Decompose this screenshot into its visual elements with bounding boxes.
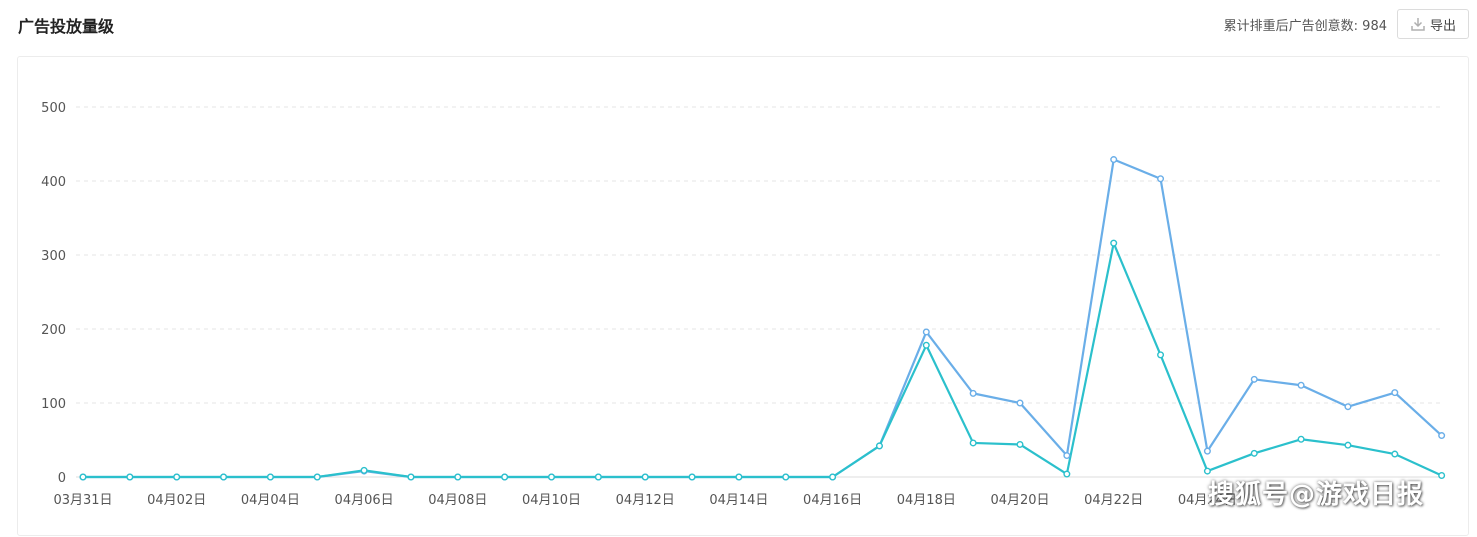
data-point-series-2[interactable] <box>1110 239 1118 247</box>
data-point-series-2[interactable] <box>79 473 87 481</box>
data-point-series-2[interactable] <box>1016 440 1024 448</box>
data-point-series-2[interactable] <box>454 473 462 481</box>
data-point-series-1[interactable] <box>1203 447 1211 455</box>
data-point-series-2[interactable] <box>126 473 134 481</box>
line-chart: 0 100 200 300 400 500 03月31日 04月02日 04月04日 04月06… <box>41 101 1446 508</box>
data-point-series-2[interactable] <box>1250 449 1258 457</box>
x-tick-label: 04月10日 <box>522 493 581 508</box>
series-line-2 <box>83 242 1443 479</box>
data-point-series-2[interactable] <box>501 473 509 481</box>
data-point-series-2[interactable] <box>1438 472 1446 480</box>
data-point-series-2[interactable] <box>360 466 368 474</box>
data-point-series-2[interactable] <box>173 473 181 481</box>
header-actions: 累计排重后广告创意数: 984 导出 <box>1224 9 1469 39</box>
y-tick-label: 200 <box>41 323 66 338</box>
data-point-series-1[interactable] <box>1438 432 1446 440</box>
data-point-series-2[interactable] <box>829 473 837 481</box>
x-tick-label: 04月14日 <box>709 493 768 508</box>
y-tick-label: 300 <box>41 249 66 264</box>
series-points <box>79 156 1446 481</box>
series-line-1 <box>83 158 1443 479</box>
page-title: 广告投放量级 <box>18 17 115 36</box>
data-point-series-2[interactable] <box>735 473 743 481</box>
x-tick-label: 04月20日 <box>990 493 1049 508</box>
x-tick-label: 04月24日 <box>1178 493 1237 508</box>
export-button[interactable]: 导出 <box>1396 9 1469 39</box>
data-point-series-2[interactable] <box>407 473 415 481</box>
y-tick-label: 400 <box>41 175 66 190</box>
chart-card: 0 100 200 300 400 500 03月31日 04月02日 04月04日 04月06… <box>17 56 1469 536</box>
x-tick-label: 04月08日 <box>428 493 487 508</box>
data-point-series-1[interactable] <box>1016 399 1024 407</box>
data-point-series-2[interactable] <box>1297 435 1305 443</box>
export-button-label: 导出 <box>1429 18 1456 34</box>
watermark: 搜狐号@游戏日报 <box>1208 480 1425 510</box>
data-point-series-2[interactable] <box>1157 351 1165 359</box>
data-point-series-1[interactable] <box>1344 403 1352 411</box>
y-tick-label: 100 <box>41 397 66 412</box>
data-point-series-1[interactable] <box>922 328 930 336</box>
series-lines <box>83 158 1443 479</box>
x-tick-label: 04月22日 <box>1084 493 1143 508</box>
x-tick-label: 04月18日 <box>897 493 956 508</box>
data-point-series-2[interactable] <box>688 473 696 481</box>
data-point-series-2[interactable] <box>1344 441 1352 449</box>
data-point-series-2[interactable] <box>594 473 602 481</box>
x-axis-ticks: 03月31日 04月02日 04月04日 04月06日 04月08日 04月10日 04月1… <box>53 493 1236 508</box>
data-point-series-2[interactable] <box>266 473 274 481</box>
data-point-series-2[interactable] <box>875 442 883 450</box>
x-tick-label: 03月31日 <box>53 493 112 508</box>
data-point-series-1[interactable] <box>1110 156 1118 164</box>
grid-lines <box>76 106 1443 478</box>
data-point-series-1[interactable] <box>969 389 977 397</box>
x-tick-label: 04月12日 <box>616 493 675 508</box>
x-tick-label: 04月04日 <box>241 493 300 508</box>
data-point-series-2[interactable] <box>922 341 930 349</box>
data-point-series-1[interactable] <box>1063 452 1071 460</box>
data-point-series-2[interactable] <box>782 473 790 481</box>
data-point-series-2[interactable] <box>548 473 556 481</box>
data-point-series-1[interactable] <box>1157 175 1165 183</box>
data-point-series-2[interactable] <box>641 473 649 481</box>
x-tick-label: 04月02日 <box>147 493 206 508</box>
data-point-series-2[interactable] <box>1063 470 1071 478</box>
x-tick-label: 04月16日 <box>803 493 862 508</box>
download-icon <box>1410 16 1426 32</box>
y-tick-label: 0 <box>58 471 66 486</box>
data-point-series-1[interactable] <box>1250 375 1258 383</box>
y-tick-label: 500 <box>41 101 66 116</box>
data-point-series-1[interactable] <box>1391 389 1399 397</box>
data-point-series-2[interactable] <box>220 473 228 481</box>
data-point-series-2[interactable] <box>969 439 977 447</box>
x-tick-label: 04月06日 <box>335 493 394 508</box>
y-axis-ticks: 0 100 200 300 400 500 <box>41 101 66 486</box>
data-point-series-2[interactable] <box>1203 467 1211 475</box>
data-point-series-2[interactable] <box>313 473 321 481</box>
data-point-series-1[interactable] <box>1297 381 1305 389</box>
dedup-count-label: 累计排重后广告创意数: 984 <box>1223 18 1387 34</box>
data-point-series-2[interactable] <box>1391 450 1399 458</box>
